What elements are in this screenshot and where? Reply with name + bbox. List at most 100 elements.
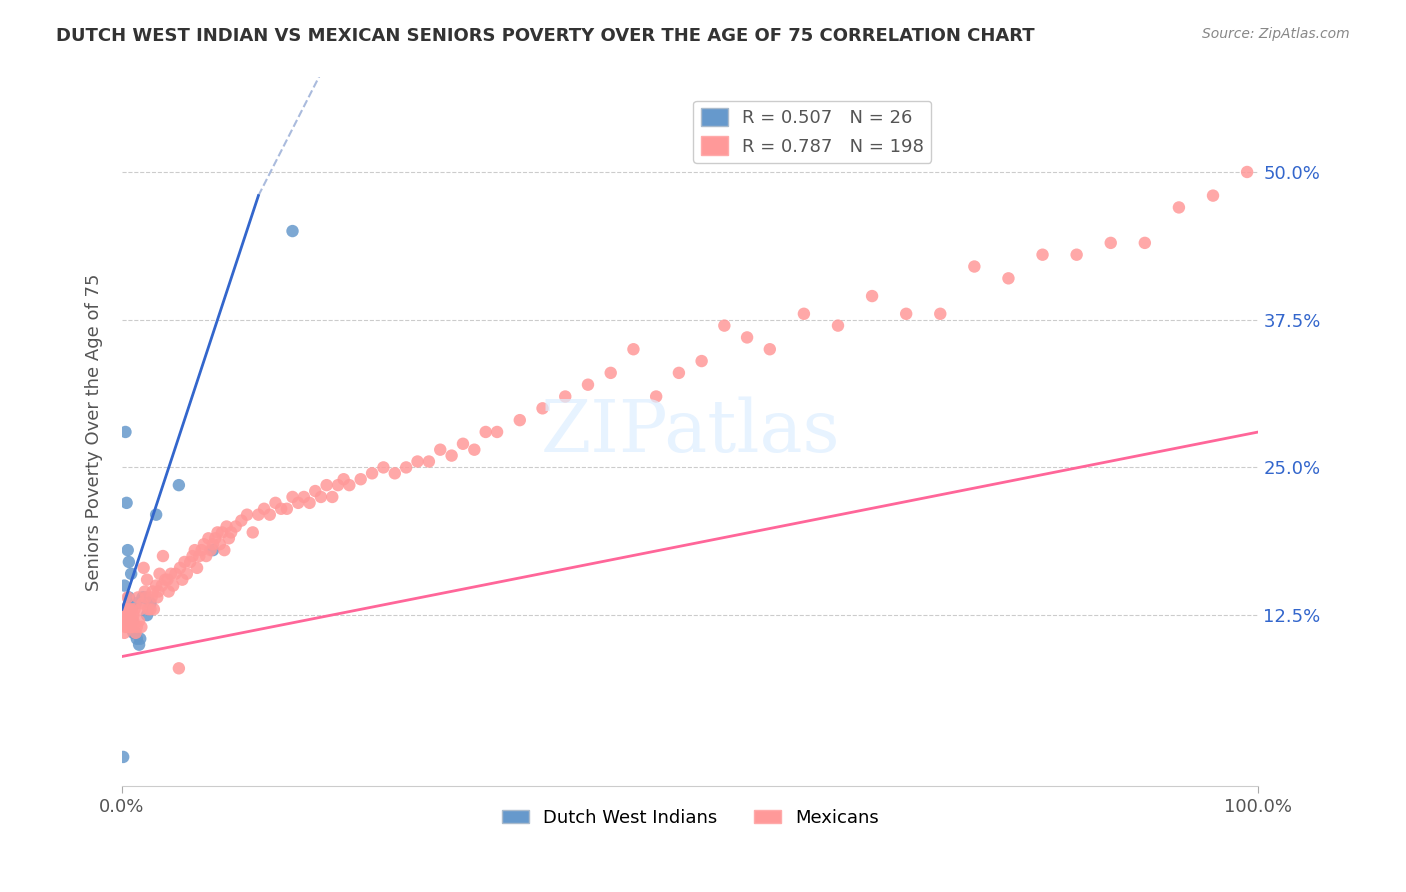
Point <box>169 561 191 575</box>
Point <box>117 543 139 558</box>
Legend: Dutch West Indians, Mexicans: Dutch West Indians, Mexicans <box>495 802 886 834</box>
Point <box>181 549 204 563</box>
Point <box>1066 248 1088 262</box>
Point <box>576 377 599 392</box>
Point <box>141 591 163 605</box>
Point <box>117 614 139 628</box>
Point <box>242 525 264 540</box>
Point <box>827 318 849 333</box>
Point <box>287 496 309 510</box>
Point <box>122 608 145 623</box>
Point <box>136 602 159 616</box>
Point <box>668 366 690 380</box>
Point <box>148 566 170 581</box>
Point <box>112 614 135 628</box>
Point <box>793 307 815 321</box>
Point <box>115 496 138 510</box>
Point <box>125 632 148 646</box>
Point <box>1099 235 1122 250</box>
Point <box>259 508 281 522</box>
Point <box>200 543 222 558</box>
Point <box>231 514 253 528</box>
Point <box>384 467 406 481</box>
Point <box>112 625 135 640</box>
Point <box>281 224 304 238</box>
Point <box>218 531 240 545</box>
Point <box>645 390 668 404</box>
Point <box>118 614 141 628</box>
Point <box>114 620 136 634</box>
Point <box>114 425 136 439</box>
Point <box>134 591 156 605</box>
Point <box>125 596 148 610</box>
Point <box>860 289 883 303</box>
Point <box>195 549 218 563</box>
Point <box>134 584 156 599</box>
Point <box>304 484 326 499</box>
Point <box>120 620 142 634</box>
Point <box>131 591 153 605</box>
Point <box>120 602 142 616</box>
Point <box>172 573 194 587</box>
Point <box>406 454 429 468</box>
Point <box>1031 248 1053 262</box>
Point <box>759 343 782 357</box>
Point <box>361 467 384 481</box>
Point <box>188 549 211 563</box>
Point <box>128 614 150 628</box>
Point <box>179 555 201 569</box>
Point <box>735 330 758 344</box>
Point <box>129 632 152 646</box>
Point <box>127 591 149 605</box>
Point <box>136 573 159 587</box>
Point <box>315 478 337 492</box>
Point <box>167 478 190 492</box>
Point <box>124 625 146 640</box>
Point <box>184 543 207 558</box>
Point <box>463 442 485 457</box>
Point <box>207 525 229 540</box>
Point <box>142 584 165 599</box>
Point <box>1236 165 1258 179</box>
Text: ZIPatlas: ZIPatlas <box>540 397 839 467</box>
Point <box>292 490 315 504</box>
Point <box>1167 201 1189 215</box>
Point <box>281 490 304 504</box>
Point <box>135 591 157 605</box>
Point <box>929 307 952 321</box>
Point <box>197 531 219 545</box>
Point <box>131 620 153 634</box>
Point <box>418 454 440 468</box>
Point <box>429 442 451 457</box>
Point <box>132 561 155 575</box>
Point <box>160 566 183 581</box>
Point <box>247 508 270 522</box>
Point <box>713 318 735 333</box>
Point <box>326 478 349 492</box>
Point <box>1202 188 1225 202</box>
Point <box>350 472 373 486</box>
Point <box>118 608 141 623</box>
Point <box>997 271 1019 285</box>
Point <box>115 614 138 628</box>
Point <box>150 578 173 592</box>
Point <box>139 602 162 616</box>
Point <box>309 490 332 504</box>
Point <box>373 460 395 475</box>
Point <box>122 625 145 640</box>
Point <box>236 508 259 522</box>
Point <box>204 531 226 545</box>
Point <box>451 437 474 451</box>
Point <box>276 501 298 516</box>
Point <box>118 620 141 634</box>
Point <box>896 307 918 321</box>
Point <box>128 638 150 652</box>
Point <box>115 602 138 616</box>
Point <box>142 602 165 616</box>
Point <box>201 537 224 551</box>
Point <box>963 260 986 274</box>
Point <box>337 478 360 492</box>
Point <box>201 543 224 558</box>
Point <box>270 501 292 516</box>
Point <box>332 472 354 486</box>
